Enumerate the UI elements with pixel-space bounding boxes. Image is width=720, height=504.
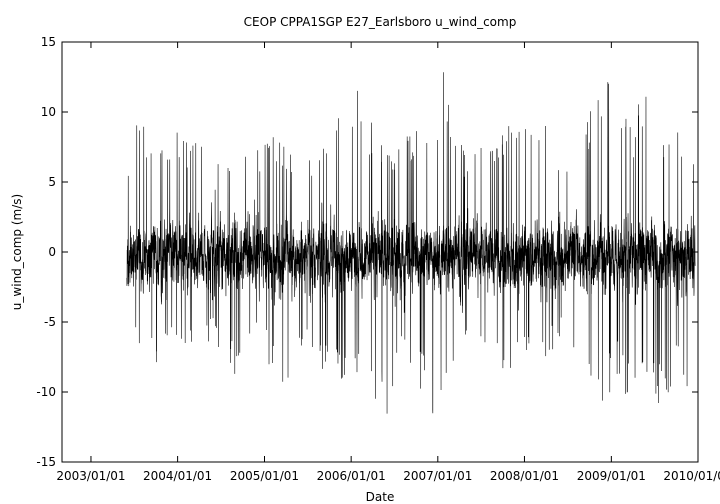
x-tick-label: 2010/01/01 [663, 469, 720, 483]
x-tick-label: 2005/01/01 [230, 469, 299, 483]
series-line-u-wind [126, 72, 696, 414]
x-tick-label: 2007/01/01 [403, 469, 472, 483]
axis-ticks: -15 -10 -5 0 5 10 15 2003/01/01 2004/01/01 2005/0… [36, 35, 720, 483]
data-layer [126, 72, 696, 414]
x-tick-label: 2006/01/01 [317, 469, 386, 483]
x-axis-label: Date [366, 490, 395, 504]
y-tick-label: 5 [48, 175, 56, 189]
x-tick-label: 2009/01/01 [577, 469, 646, 483]
y-axis-label: u_wind_comp (m/s) [10, 194, 24, 310]
chart-title: CEOP CPPA1SGP E27_Earlsboro u_wind_comp [244, 15, 517, 29]
x-tick-label: 2008/01/01 [490, 469, 559, 483]
y-tick-label: -10 [36, 385, 56, 399]
y-tick-label: 10 [41, 105, 56, 119]
x-tick-label: 2004/01/01 [143, 469, 212, 483]
y-tick-label: -15 [36, 455, 56, 469]
y-tick-label: 15 [41, 35, 56, 49]
plot-frame [61, 41, 699, 463]
y-tick-label: -5 [44, 315, 56, 329]
x-tick-label: 2003/01/01 [56, 469, 125, 483]
y-tick-label: 0 [48, 245, 56, 259]
